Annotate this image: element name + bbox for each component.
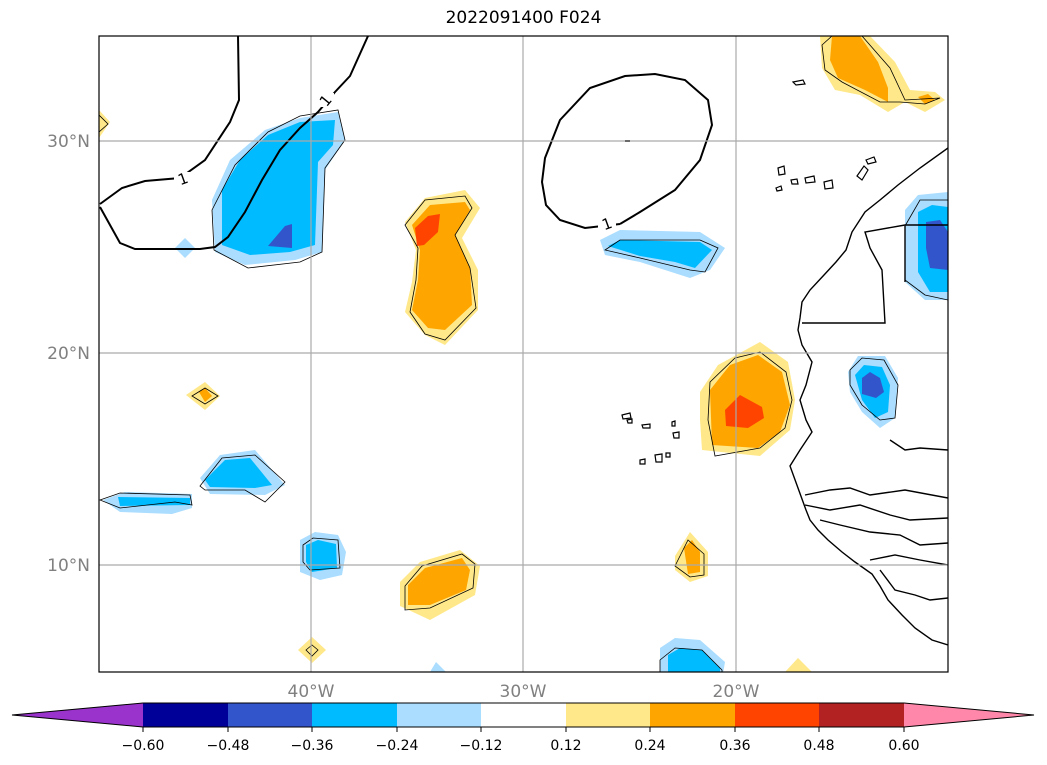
colorbar-tick-label: −0.60	[122, 738, 165, 754]
colorbar-tick-label: 0.24	[634, 738, 665, 754]
lat-label: 20°N	[47, 344, 90, 364]
colorbar-tick-label: −0.12	[460, 738, 503, 754]
colorbar: −0.60 −0.48 −0.36 −0.24 −0.12 0.12 0.24 …	[11, 702, 1035, 754]
latitude-labels: 30°N 20°N 10°N	[47, 132, 90, 576]
colorbar-tick-label: 0.12	[550, 738, 581, 754]
coastlines	[789, 147, 948, 646]
islands	[621, 79, 877, 465]
map-plot-area: 1 1 1	[99, 36, 948, 672]
gridlines	[99, 36, 948, 672]
contour-label-group: 1 1 1	[174, 91, 616, 234]
colorbar-segment	[819, 703, 904, 727]
colorbar-segment	[481, 703, 566, 727]
colorbar-tick-label: −0.24	[376, 738, 419, 754]
lon-label: 20°W	[713, 682, 760, 702]
colorbar-segment	[397, 703, 481, 727]
colorbar-ticks	[142, 727, 905, 732]
lon-label: 30°W	[500, 682, 547, 702]
longitude-labels: 40°W 30°W 20°W	[288, 682, 760, 702]
colorbar-tick-labels: −0.60 −0.48 −0.36 −0.24 −0.12 0.12 0.24 …	[122, 738, 920, 754]
colorbar-tick-label: −0.36	[291, 738, 334, 754]
colorbar-segment	[143, 703, 228, 727]
colorbar-extend-high	[904, 703, 1034, 727]
colorbar-segment	[312, 703, 397, 727]
lat-label: 30°N	[47, 132, 90, 152]
map-title: 2022091400 F024	[445, 8, 602, 28]
colorbar-tick-label: −0.48	[207, 738, 250, 754]
map-frame	[98, 35, 949, 673]
colorbar-tick-label: 0.48	[803, 738, 834, 754]
colorbar-tick-label: 0.36	[719, 738, 750, 754]
lat-label: 10°N	[47, 556, 90, 576]
negative-anomaly-core	[268, 220, 948, 398]
colorbar-tick-label: 0.60	[888, 738, 919, 754]
lon-label: 40°W	[288, 682, 335, 702]
colorbar-segment	[735, 703, 819, 727]
positive-anomaly-core	[415, 214, 764, 428]
colorbar-segment	[566, 703, 650, 727]
colorbar-extend-low	[12, 703, 143, 727]
colorbar-segment	[650, 703, 735, 727]
colorbar-segment	[228, 703, 312, 727]
